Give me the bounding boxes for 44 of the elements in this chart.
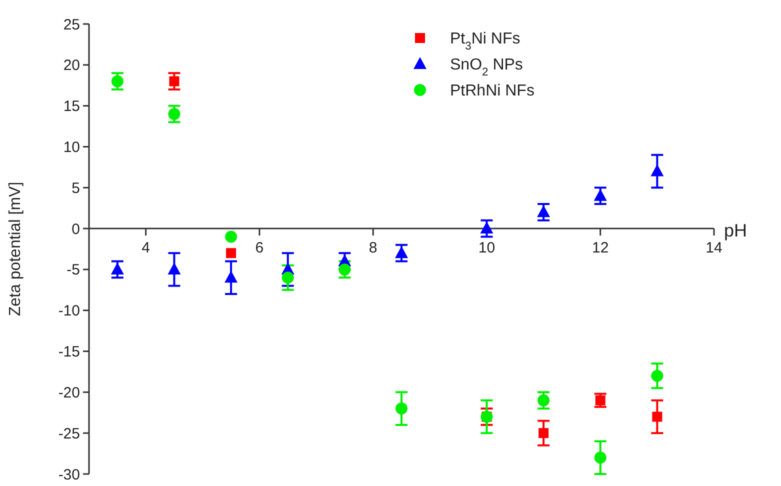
point [225, 230, 238, 243]
x-tick-label: 14 [706, 240, 722, 257]
y-tick-label: 25 [63, 16, 80, 34]
legend-label: PtRhNi NFs [450, 82, 534, 100]
point [226, 248, 236, 258]
point [652, 412, 662, 422]
y-tick-label: 20 [63, 57, 80, 74]
x-axis-title: pH [724, 220, 748, 241]
x-tick-label: 8 [368, 240, 378, 257]
legend-label: Pt$_{3}$Ni NFs [450, 30, 520, 53]
point [595, 395, 606, 406]
point [111, 75, 124, 88]
y-tick-label: 5 [72, 180, 80, 197]
point [537, 205, 550, 218]
y-tick-label: -10 [58, 302, 80, 320]
x-tick-label: 4 [142, 240, 150, 257]
y-tick-label: -15 [58, 344, 80, 361]
point [338, 263, 351, 276]
y-tick-label: -5 [66, 262, 80, 279]
x-tick-label: 6 [255, 240, 264, 257]
point [169, 76, 180, 86]
point [282, 272, 294, 284]
legend-label: SnO$_{2}$ NPs [450, 56, 523, 79]
point [594, 452, 606, 464]
y-tick-label: -25 [58, 425, 80, 442]
x-tick-label: 12 [592, 240, 609, 257]
x-tick-label: 10 [478, 240, 496, 257]
y-tick-label: 15 [63, 98, 80, 116]
y-tick-label: 10 [63, 138, 80, 156]
y-tick-label: 0 [72, 220, 80, 238]
y-tick-label: -20 [58, 384, 80, 402]
y-axis-title: Zeta potential [mV] [7, 182, 24, 316]
point [168, 108, 180, 120]
point [480, 222, 494, 234]
point [396, 402, 408, 415]
point [651, 370, 664, 382]
point [110, 262, 124, 274]
y-tick-label: -30 [58, 466, 80, 484]
point [538, 394, 550, 406]
point [538, 428, 549, 438]
point [168, 262, 181, 274]
point [594, 188, 607, 201]
point [224, 270, 238, 283]
point [650, 164, 664, 176]
